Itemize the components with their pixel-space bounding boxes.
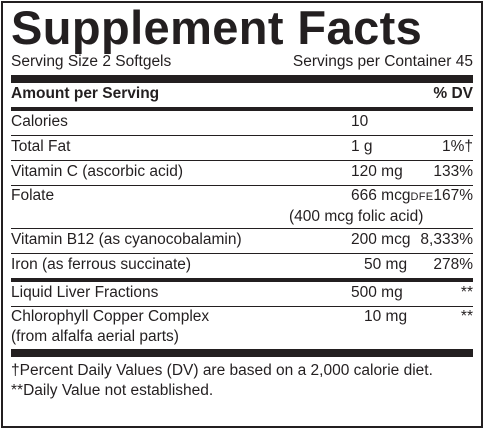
thick-divider [11, 75, 473, 83]
nutrient-name: Iron (as ferrous succinate) [11, 256, 192, 273]
nutrient-row-vitamin-b12: Vitamin B12 (as cyanocobalamin) 200 mcg … [11, 229, 473, 253]
nutrient-row-chlorophyll: Chlorophyll Copper Complex (from alfalfa… [11, 307, 473, 349]
medium-divider [11, 278, 473, 282]
nutrient-row-iron: Iron (as ferrous succinate) 50 mg 278% [11, 254, 473, 278]
dv-header: % DV [433, 85, 473, 102]
chlorophyll-source: (from alfalfa aerial parts) [11, 328, 179, 345]
footnotes: †Percent Daily Values (DV) are based on … [11, 357, 473, 401]
nutrient-name: Total Fat [11, 138, 71, 155]
nutrient-amount: 10 mg [364, 308, 408, 325]
nutrient-name: Calories [11, 113, 68, 130]
nutrient-name: Vitamin C (ascorbic acid) [11, 163, 183, 180]
thick-divider [11, 349, 473, 357]
nutrient-row-folate: Folate 666 mcgDFE 167% (400 mcg folic ac… [11, 186, 473, 228]
nutrient-amount: 10 [351, 113, 369, 130]
row-divider [11, 185, 473, 186]
row-divider [11, 160, 473, 161]
nutrient-amount: 200 mcg [351, 231, 411, 248]
nutrient-row-vitamin-c: Vitamin C (ascorbic acid) 120 mg 133% [11, 161, 473, 185]
nutrient-name: Liquid Liver Fractions [11, 284, 159, 301]
row-divider [11, 306, 473, 307]
nutrient-amount: 666 mcgDFE [351, 186, 433, 207]
nutrient-amount: 500 mg [351, 284, 403, 301]
row-divider [11, 253, 473, 254]
servings-per-container: Servings per Container 45 [292, 53, 473, 70]
folic-acid-note: (400 mcg folic acid) [289, 208, 424, 225]
nutrient-dv: 133% [433, 163, 473, 180]
nutrient-amount: 1 g [351, 138, 373, 155]
nutrient-dv: ** [460, 308, 473, 325]
nutrient-dv: 278% [433, 256, 473, 273]
row-divider [11, 228, 473, 229]
nutrient-name: Folate [11, 187, 55, 204]
medium-divider [11, 107, 473, 111]
amount-header: Amount per Serving [11, 85, 160, 102]
nutrient-amount: 120 mg [351, 163, 403, 180]
dfe-unit: DFE [410, 191, 434, 203]
column-header: Amount per Serving % DV [11, 83, 473, 107]
nutrient-dv: 167% [433, 187, 473, 204]
nutrient-name: Chlorophyll Copper Complex (from alfalfa… [11, 307, 209, 347]
nutrient-dv: 8,333% [420, 231, 473, 248]
footnote-not-established: **Daily Value not established. [11, 382, 214, 399]
nutrient-name: Vitamin B12 (as cyanocobalamin) [11, 231, 242, 248]
footnote-dv: †Percent Daily Values (DV) are based on … [11, 362, 433, 379]
nutrient-row-total-fat: Total Fat 1 g 1%† [11, 136, 473, 160]
nutrient-dv: 1%† [441, 138, 473, 155]
nutrient-row-calories: Calories 10 [11, 111, 473, 135]
nutrient-amount: 50 mg [364, 256, 408, 273]
serving-size: Serving Size 2 Softgels [11, 53, 172, 70]
serving-info: Serving Size 2 Softgels Servings per Con… [11, 51, 473, 75]
chlorophyll-name: Chlorophyll Copper Complex [11, 308, 210, 325]
folate-amount: 666 mcg [351, 187, 411, 204]
nutrient-dv: ** [460, 284, 473, 301]
panel-title: Supplement Facts [11, 1, 423, 54]
row-divider [11, 135, 473, 136]
nutrient-row-liver-fractions: Liquid Liver Fractions 500 mg ** [11, 282, 473, 306]
